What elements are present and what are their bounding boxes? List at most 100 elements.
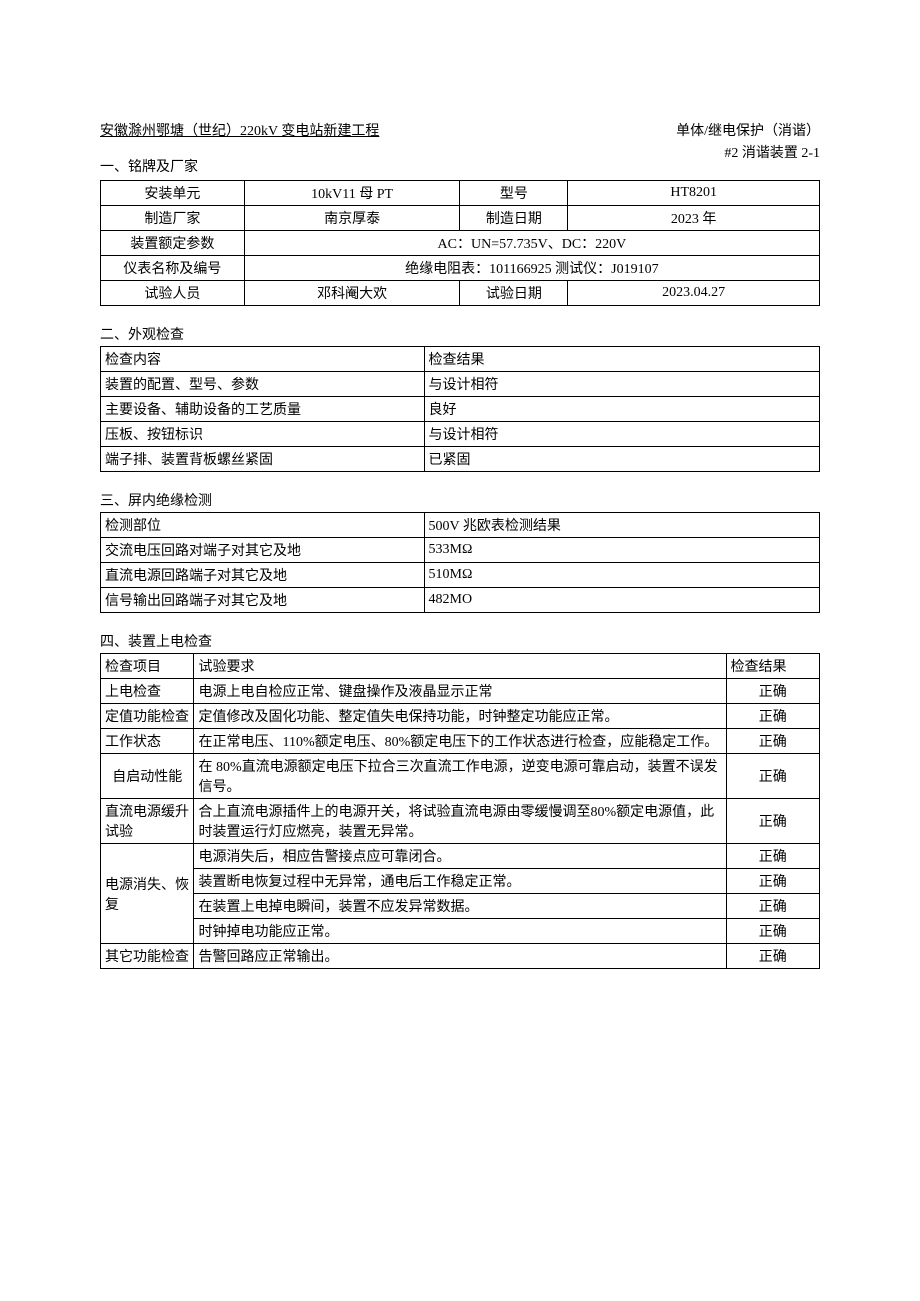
cell-req: 时钟掉电功能应正常。 <box>194 919 726 944</box>
cell-value: 绝缘电阻表：101166925 测试仪：J019107 <box>244 256 819 281</box>
section4-title: 四、装置上电检查 <box>100 631 820 651</box>
header-right: 单体/继电保护（消谐） <box>676 120 820 140</box>
cell: 交流电压回路对端子对其它及地 <box>101 538 425 563</box>
cell-res: 正确 <box>726 679 819 704</box>
table-row: 制造厂家 南京厚泰 制造日期 2023 年 <box>101 206 820 231</box>
cell-header: 检查结果 <box>726 654 819 679</box>
cell-res: 正确 <box>726 754 819 799</box>
cell-req: 在装置上电掉电瞬间，装置不应发异常数据。 <box>194 894 726 919</box>
table-row: 装置额定参数 AC：UN=57.735V、DC：220V <box>101 231 820 256</box>
cell-item: 上电检查 <box>101 679 194 704</box>
cell: 510MΩ <box>424 563 819 588</box>
cell-res: 正确 <box>726 799 819 844</box>
cell: 482MO <box>424 588 819 613</box>
cell: 已紧固 <box>424 447 819 472</box>
table-row: 仪表名称及编号 绝缘电阻表：101166925 测试仪：J019107 <box>101 256 820 281</box>
cell-header: 检查项目 <box>101 654 194 679</box>
cell-req: 装置断电恢复过程中无异常，通电后工作稳定正常。 <box>194 869 726 894</box>
table-row: 自启动性能 在 80%直流电源额定电压下拉合三次直流工作电源，逆变电源可靠启动，… <box>101 754 820 799</box>
cell-header: 500V 兆欧表检测结果 <box>424 513 819 538</box>
cell-req: 定值修改及固化功能、整定值失电保持功能，时钟整定功能应正常。 <box>194 704 726 729</box>
table-row: 端子排、装置背板螺丝紧固 已紧固 <box>101 447 820 472</box>
table-insulation: 检测部位 500V 兆欧表检测结果 交流电压回路对端子对其它及地 533MΩ 直… <box>100 512 820 613</box>
cell-label: 型号 <box>460 181 568 206</box>
cell-label: 制造日期 <box>460 206 568 231</box>
table-row: 时钟掉电功能应正常。 正确 <box>101 919 820 944</box>
table-row: 工作状态 在正常电压、110%额定电压、80%额定电压下的工作状态进行检查，应能… <box>101 729 820 754</box>
section1-title: 一、铭牌及厂家 <box>100 156 198 176</box>
cell-value: AC：UN=57.735V、DC：220V <box>244 231 819 256</box>
cell-res: 正确 <box>726 729 819 754</box>
cell-res: 正确 <box>726 869 819 894</box>
doc-header: 安徽滁州鄂塘（世纪）220kV 变电站新建工程 单体/继电保护（消谐） <box>100 120 820 140</box>
cell-header: 检测部位 <box>101 513 425 538</box>
cell-label: 安装单元 <box>101 181 245 206</box>
cell-res: 正确 <box>726 894 819 919</box>
table-row: 信号输出回路端子对其它及地 482MO <box>101 588 820 613</box>
cell-res: 正确 <box>726 944 819 969</box>
cell-header: 试验要求 <box>194 654 726 679</box>
cell-value: 2023.04.27 <box>568 281 820 306</box>
table-row: 试验人员 邓科阉大欢 试验日期 2023.04.27 <box>101 281 820 306</box>
table-row: 电源消失、恢复 电源消失后，相应告警接点应可靠闭合。 正确 <box>101 844 820 869</box>
cell: 端子排、装置背板螺丝紧固 <box>101 447 425 472</box>
cell: 与设计相符 <box>424 422 819 447</box>
cell-label: 试验日期 <box>460 281 568 306</box>
cell-item: 自启动性能 <box>101 754 194 799</box>
cell: 直流电源回路端子对其它及地 <box>101 563 425 588</box>
cell-req: 电源消失后，相应告警接点应可靠闭合。 <box>194 844 726 869</box>
cell-req: 在 80%直流电源额定电压下拉合三次直流工作电源，逆变电源可靠启动，装置不误发信… <box>194 754 726 799</box>
cell-header: 检查内容 <box>101 347 425 372</box>
cell-label: 装置额定参数 <box>101 231 245 256</box>
cell: 主要设备、辅助设备的工艺质量 <box>101 397 425 422</box>
table-row: 检测部位 500V 兆欧表检测结果 <box>101 513 820 538</box>
cell: 与设计相符 <box>424 372 819 397</box>
cell-req: 告警回路应正常输出。 <box>194 944 726 969</box>
table-row: 检查项目 试验要求 检查结果 <box>101 654 820 679</box>
cell-req: 在正常电压、110%额定电压、80%额定电压下的工作状态进行检查，应能稳定工作。 <box>194 729 726 754</box>
section3-title: 三、屏内绝缘检测 <box>100 490 820 510</box>
section1-title-row: 一、铭牌及厂家 #2 消谐装置 2-1 <box>100 142 820 178</box>
cell-item: 工作状态 <box>101 729 194 754</box>
cell-value: 10kV11 母 PT <box>244 181 460 206</box>
section1-title-right: #2 消谐装置 2-1 <box>724 142 820 178</box>
cell-item: 电源消失、恢复 <box>101 844 194 944</box>
cell-res: 正确 <box>726 704 819 729</box>
cell: 装置的配置、型号、参数 <box>101 372 425 397</box>
table-nameplate: 安装单元 10kV11 母 PT 型号 HT8201 制造厂家 南京厚泰 制造日… <box>100 180 820 306</box>
cell-label: 仪表名称及编号 <box>101 256 245 281</box>
cell: 信号输出回路端子对其它及地 <box>101 588 425 613</box>
cell-header: 检查结果 <box>424 347 819 372</box>
cell-item: 定值功能检查 <box>101 704 194 729</box>
cell: 良好 <box>424 397 819 422</box>
table-row: 直流电源缓升试验 合上直流电源插件上的电源开关，将试验直流电源由零缓慢调至80%… <box>101 799 820 844</box>
header-left: 安徽滁州鄂塘（世纪）220kV 变电站新建工程 <box>100 120 379 140</box>
cell-req: 合上直流电源插件上的电源开关，将试验直流电源由零缓慢调至80%额定电源值，此时装… <box>194 799 726 844</box>
cell-value: 南京厚泰 <box>244 206 460 231</box>
cell-item: 其它功能检查 <box>101 944 194 969</box>
table-row: 装置断电恢复过程中无异常，通电后工作稳定正常。 正确 <box>101 869 820 894</box>
cell-res: 正确 <box>726 844 819 869</box>
table-visual-check: 检查内容 检查结果 装置的配置、型号、参数 与设计相符 主要设备、辅助设备的工艺… <box>100 346 820 472</box>
cell-value: 邓科阉大欢 <box>244 281 460 306</box>
table-row: 在装置上电掉电瞬间，装置不应发异常数据。 正确 <box>101 894 820 919</box>
table-row: 主要设备、辅助设备的工艺质量 良好 <box>101 397 820 422</box>
table-row: 安装单元 10kV11 母 PT 型号 HT8201 <box>101 181 820 206</box>
table-row: 压板、按钮标识 与设计相符 <box>101 422 820 447</box>
cell-label: 制造厂家 <box>101 206 245 231</box>
cell: 压板、按钮标识 <box>101 422 425 447</box>
table-row: 其它功能检查 告警回路应正常输出。 正确 <box>101 944 820 969</box>
cell-label: 试验人员 <box>101 281 245 306</box>
table-row: 直流电源回路端子对其它及地 510MΩ <box>101 563 820 588</box>
table-row: 定值功能检查 定值修改及固化功能、整定值失电保持功能，时钟整定功能应正常。 正确 <box>101 704 820 729</box>
cell-item: 直流电源缓升试验 <box>101 799 194 844</box>
section2-title: 二、外观检查 <box>100 324 820 344</box>
cell-req: 电源上电自检应正常、键盘操作及液晶显示正常 <box>194 679 726 704</box>
table-row: 上电检查 电源上电自检应正常、键盘操作及液晶显示正常 正确 <box>101 679 820 704</box>
cell-res: 正确 <box>726 919 819 944</box>
cell-value: HT8201 <box>568 181 820 206</box>
table-row: 装置的配置、型号、参数 与设计相符 <box>101 372 820 397</box>
table-row: 交流电压回路对端子对其它及地 533MΩ <box>101 538 820 563</box>
table-power-on: 检查项目 试验要求 检查结果 上电检查 电源上电自检应正常、键盘操作及液晶显示正… <box>100 653 820 969</box>
cell: 533MΩ <box>424 538 819 563</box>
